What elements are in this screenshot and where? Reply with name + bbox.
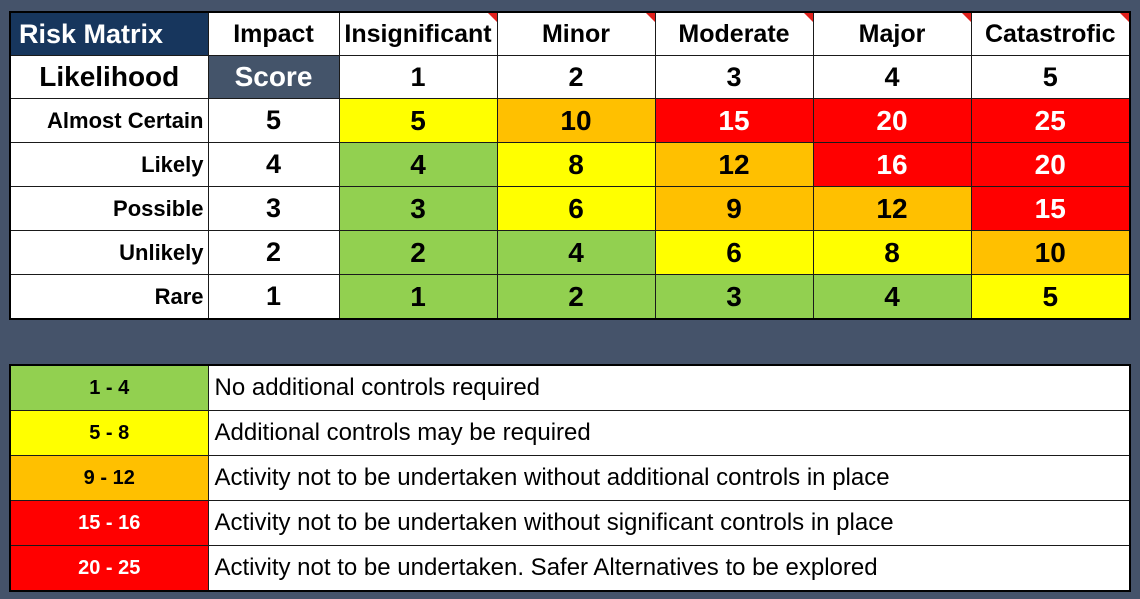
legend-row: 5 - 8 Additional controls may be required	[9, 410, 1131, 456]
likelihood-score: 5	[207, 98, 340, 143]
legend-description: Activity not to be undertaken without si…	[207, 500, 1131, 546]
risk-matrix-table: Risk Matrix Impact Insignificant Minor M…	[9, 11, 1131, 320]
risk-cell: 10	[970, 230, 1131, 275]
risk-cell: 10	[496, 98, 656, 143]
impact-header-row: Risk Matrix Impact Insignificant Minor M…	[9, 11, 1131, 56]
likelihood-level-label: Almost Certain	[9, 98, 209, 143]
likelihood-row: Almost Certain 5 5 10 15 20 25	[9, 98, 1131, 143]
legend-row: 20 - 25 Activity not to be undertaken. Sa…	[9, 545, 1131, 592]
impact-score: 3	[654, 55, 814, 99]
legend-row: 15 - 16 Activity not to be undertaken wit…	[9, 500, 1131, 546]
legend-description: Additional controls may be required	[207, 410, 1131, 456]
legend-description: Activity not to be undertaken without ad…	[207, 455, 1131, 501]
risk-cell: 6	[654, 230, 814, 275]
likelihood-score: 2	[207, 230, 340, 275]
likelihood-score: 3	[207, 186, 340, 231]
risk-cell: 6	[496, 186, 656, 231]
legend-description: Activity not to be undertaken. Safer Alt…	[207, 545, 1131, 592]
legend-range: 1 - 4	[9, 364, 209, 411]
impact-score: 1	[338, 55, 498, 99]
likelihood-axis-label: Likelihood	[9, 55, 209, 99]
risk-cell: 1	[338, 274, 498, 320]
risk-cell: 20	[970, 142, 1131, 187]
likelihood-level-label: Unlikely	[9, 230, 209, 275]
impact-score: 5	[970, 55, 1131, 99]
matrix-title: Risk Matrix	[9, 11, 209, 56]
likelihood-row: Likely 4 4 8 12 16 20	[9, 142, 1131, 187]
risk-cell: 4	[338, 142, 498, 187]
likelihood-row: Rare 1 1 2 3 4 5	[9, 274, 1131, 320]
impact-score-row: Likelihood Score 1 2 3 4 5	[9, 55, 1131, 99]
risk-cell: 8	[496, 142, 656, 187]
legend-range: 5 - 8	[9, 410, 209, 456]
risk-cell: 5	[970, 274, 1131, 320]
risk-cell: 2	[496, 274, 656, 320]
risk-cell: 8	[812, 230, 972, 275]
likelihood-score: 1	[207, 274, 340, 320]
impact-score: 4	[812, 55, 972, 99]
risk-cell: 20	[812, 98, 972, 143]
impact-level-label: Minor	[496, 11, 656, 56]
risk-cell: 15	[970, 186, 1131, 231]
impact-level-label: Moderate	[654, 11, 814, 56]
risk-cell: 12	[812, 186, 972, 231]
risk-cell: 3	[654, 274, 814, 320]
likelihood-level-label: Possible	[9, 186, 209, 231]
score-label: Score	[207, 55, 340, 99]
risk-cell: 25	[970, 98, 1131, 143]
risk-cell: 3	[338, 186, 498, 231]
risk-legend-table: 1 - 4 No additional controls required 5 - …	[9, 364, 1131, 592]
legend-row: 1 - 4 No additional controls required	[9, 364, 1131, 411]
legend-range: 9 - 12	[9, 455, 209, 501]
likelihood-row: Possible 3 3 6 9 12 15	[9, 186, 1131, 231]
risk-cell: 12	[654, 142, 814, 187]
impact-level-label: Insignificant	[338, 11, 498, 56]
legend-range: 15 - 16	[9, 500, 209, 546]
likelihood-level-label: Rare	[9, 274, 209, 320]
risk-cell: 15	[654, 98, 814, 143]
risk-cell: 4	[812, 274, 972, 320]
risk-cell: 9	[654, 186, 814, 231]
risk-cell: 2	[338, 230, 498, 275]
legend-description: No additional controls required	[207, 364, 1131, 411]
risk-cell: 16	[812, 142, 972, 187]
impact-level-label: Catastrofic	[970, 11, 1131, 56]
legend-row: 9 - 12 Activity not to be undertaken with…	[9, 455, 1131, 501]
likelihood-level-label: Likely	[9, 142, 209, 187]
risk-cell: 5	[338, 98, 498, 143]
impact-level-label: Major	[812, 11, 972, 56]
impact-score: 2	[496, 55, 656, 99]
legend-range: 20 - 25	[9, 545, 209, 592]
likelihood-score: 4	[207, 142, 340, 187]
impact-axis-label: Impact	[207, 11, 340, 56]
likelihood-row: Unlikely 2 2 4 6 8 10	[9, 230, 1131, 275]
risk-cell: 4	[496, 230, 656, 275]
